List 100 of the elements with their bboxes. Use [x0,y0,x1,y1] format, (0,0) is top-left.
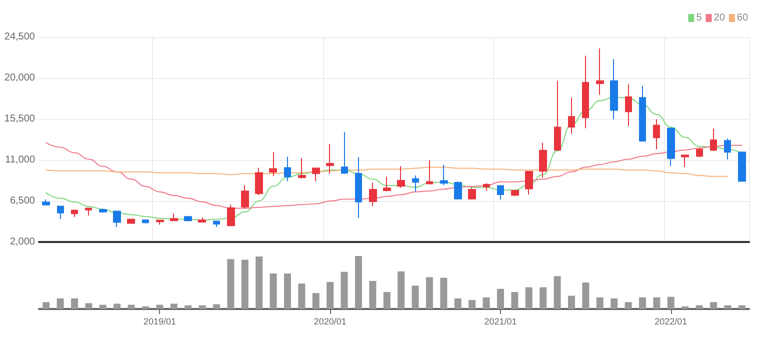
bar [540,287,547,309]
candlestick [454,181,462,200]
bar [284,273,291,309]
candlestick [468,187,476,200]
candlestick [57,206,64,220]
bar [71,298,78,309]
candlestick [610,58,618,120]
bar [582,282,590,309]
x-tick-label: 2022/01 [654,316,688,326]
candlestick [653,118,660,150]
candlestick [113,210,121,228]
bar [639,297,646,309]
candlestick [483,182,490,192]
candlestick [184,216,192,222]
bar [468,300,476,309]
bar [610,298,618,309]
bar [99,304,106,309]
candlestick [326,144,334,174]
candlestick [667,127,675,167]
candlestick [312,168,320,182]
bar [724,305,732,309]
bar [56,298,64,309]
candlestick [127,218,135,224]
candlestick [42,199,50,206]
bar [454,298,462,309]
bar [198,305,206,309]
bar [383,292,390,309]
legend-label: 5 [696,12,702,24]
candlestick [539,142,547,178]
bar [241,260,248,309]
bar [256,256,263,309]
candlestick [284,156,291,182]
bar [624,302,632,309]
candlestick [269,152,277,177]
bar [114,304,121,309]
candlestick [298,158,306,179]
candlestick [582,55,589,129]
legend-label: 20 [714,12,726,24]
candlestick [355,156,362,218]
bar [298,284,306,309]
bar [170,304,178,309]
candlestick [639,85,646,142]
candlestick [397,166,405,188]
bar [682,306,689,309]
candlestick [681,154,689,168]
candlestick [198,216,206,224]
candlestick [156,219,164,226]
bar [270,273,277,309]
bar [426,277,433,309]
bar [340,272,348,309]
candlestick [596,48,604,96]
candlestick [724,138,731,160]
bar [42,302,50,309]
x-tick-label: 2019/01 [143,316,176,326]
candlestick [554,80,561,151]
bar [554,276,561,309]
candlestick [426,160,433,184]
bar [596,297,604,309]
bar [142,306,149,309]
bar [482,297,490,309]
legend-label: 60 [736,12,748,24]
bar [525,287,532,309]
candlestick [142,219,149,224]
candlestick [568,97,575,134]
candlestick [213,220,220,228]
y-tick-label: 24,500 [4,32,36,42]
bar [653,297,660,309]
candlestick [383,176,391,192]
bar [128,304,135,309]
candlestick [71,210,78,218]
candlestick [710,128,717,152]
bar [738,305,746,309]
candlestick [341,132,348,174]
bar [667,296,674,309]
candlestick [255,167,263,196]
bar [412,286,419,309]
line-series [46,142,742,209]
candlestick [170,213,178,222]
candlestick [85,208,92,216]
bar [227,259,234,309]
candlestick [227,204,235,226]
bar [355,256,362,309]
bar [369,280,376,309]
x-tick-label: 2021/01 [484,316,517,326]
bar [85,303,92,309]
bar [710,302,717,309]
x-tick-label: 2020/01 [314,316,346,326]
candlestick [99,208,107,214]
candlestick [412,174,419,192]
bar [440,278,448,309]
bar [568,296,575,309]
candlestick [625,84,632,127]
candlestick [738,152,746,182]
y-tick-label: 6,500 [10,196,36,206]
bar [696,305,703,309]
candlestick [511,190,519,197]
bar [184,305,192,309]
candlestick [497,184,504,200]
y-tick-label: 20,000 [4,72,36,84]
y-tick-label: 2,000 [10,236,36,248]
